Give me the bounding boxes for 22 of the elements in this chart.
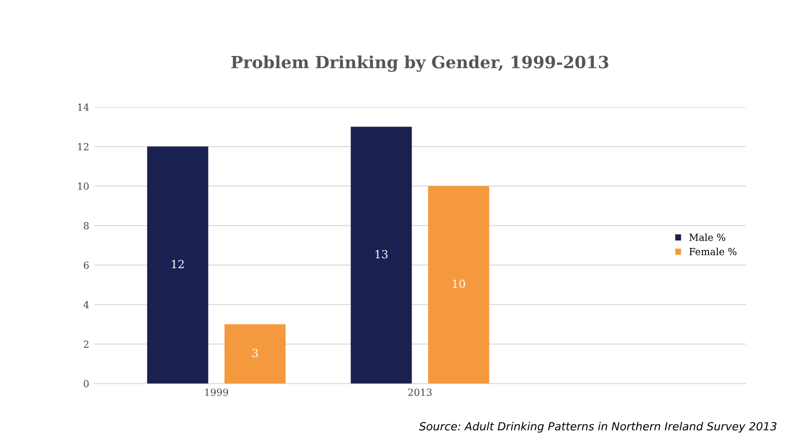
source-note: Source: Adult Drinking Patterns in Northern Ireland Survey 2013 — [419, 422, 776, 433]
legend-label: Male % — [689, 233, 726, 241]
data-label: 3 — [252, 348, 258, 358]
y-tick-label: 14 — [78, 104, 89, 111]
y-tick-label: 4 — [83, 301, 89, 308]
legend-label: Female % — [689, 248, 736, 256]
bar — [428, 186, 490, 384]
data-label: 13 — [376, 250, 388, 258]
bar — [350, 126, 412, 384]
y-tick-label: 8 — [84, 222, 89, 230]
bar — [147, 146, 208, 384]
x-tick-label: 2013 — [408, 388, 432, 396]
data-label: 12 — [172, 260, 184, 268]
bar — [224, 324, 286, 384]
y-tick-label: 0 — [84, 380, 89, 388]
y-tick-label: 10 — [78, 182, 89, 190]
chart-title: Problem Drinking by Gender, 1999-2013 — [231, 55, 608, 72]
data-label: 10 — [452, 280, 465, 288]
y-tick-label: 2 — [84, 340, 88, 348]
y-tick-label: 6 — [84, 262, 89, 269]
y-tick-label: 12 — [78, 143, 88, 150]
x-tick-label: 1999 — [205, 388, 228, 396]
